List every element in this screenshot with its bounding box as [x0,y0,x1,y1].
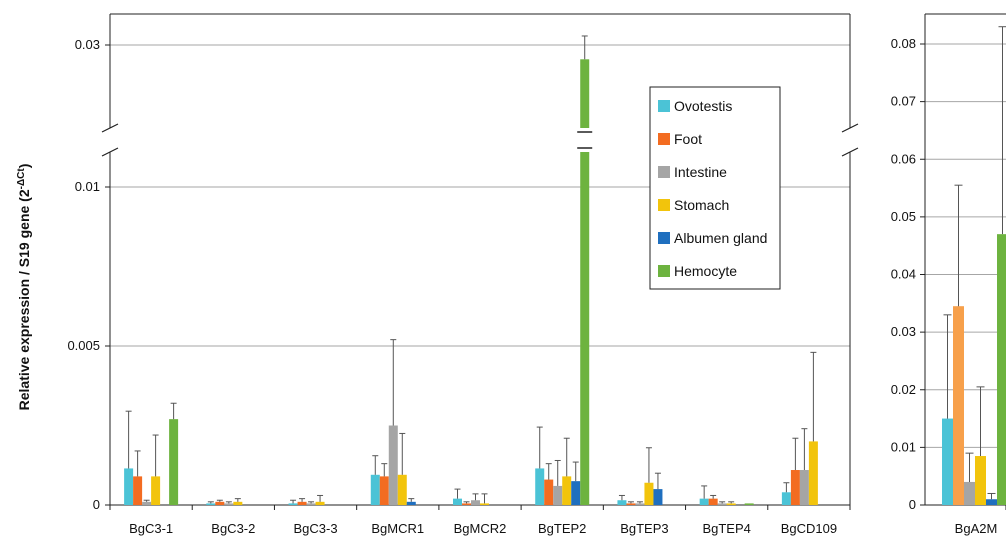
legend-label-5: Hemocyte [674,263,737,279]
right-bar-4 [986,499,997,505]
axis-break-left-mask [94,129,126,151]
bar-2-5 [553,485,563,505]
legend-label-4: Albumen gland [674,230,767,246]
bar-0-2 [288,503,298,505]
bar-0-7 [699,498,709,505]
bar-3-2 [315,501,325,505]
bar-0-1 [206,503,216,505]
legend-box [649,86,781,290]
bar-3-8 [808,441,818,505]
bar-0-4 [453,498,462,505]
right-x-tick-label-0: BgA2M [955,521,998,536]
bar-1-6 [626,503,636,505]
bar-0-5 [535,468,545,505]
right-y-tick-label-5: 0.05 [891,209,916,224]
legend-label-0: Ovotestis [674,98,732,114]
bar-3-4 [480,503,489,505]
bar-3-1 [233,501,243,505]
x-tick-label-4: BgMCR2 [454,521,507,536]
bar-3-3 [397,474,407,505]
bar-4-5 [571,481,581,505]
axis-break-left-mark-lower [101,147,119,157]
y-tick-label-3: 0.03 [75,37,100,52]
bar-4-6 [653,489,663,505]
axis-break-right-mark-lower [841,147,859,157]
bar-2-8 [799,470,809,505]
bar-2-7 [717,503,727,505]
legend-label-2: Intestine [674,164,727,180]
right-y-tick-label-2: 0.02 [891,382,916,397]
bar-5-7 [744,503,754,505]
bar-2-4 [471,500,480,505]
x-tick-label-1: BgC3-2 [211,521,255,536]
right-y-tick-label-0: 0 [909,497,916,512]
y-axis-title-main: Relative expression / S19 gene (2 [16,189,32,410]
bar-5-5-upper [580,59,590,128]
bar-0-3 [370,474,380,505]
legend-swatch-2 [658,166,670,178]
bar-2-2 [306,503,316,505]
right-y-tick-label-7: 0.07 [891,94,916,109]
right-y-tick-label-4: 0.04 [891,267,916,282]
y-tick-label-2: 0.01 [75,179,100,194]
bar-1-0 [133,476,143,505]
right-y-tick-label-6: 0.06 [891,151,916,166]
bar-1-4 [462,503,471,505]
bar-0-8 [781,492,791,505]
legend-swatch-4 [658,232,670,244]
x-tick-label-2: BgC3-3 [294,521,338,536]
x-tick-label-3: BgMCR1 [371,521,424,536]
x-tick-label-8: BgCD109 [781,521,837,536]
legend-swatch-5 [658,265,670,277]
right-bar-2 [964,481,975,505]
right-y-tick-label-8: 0.08 [891,36,916,51]
legend-swatch-0 [658,100,670,112]
bar-2-6 [635,503,645,505]
bar-5-5-lower [580,152,590,505]
bar-0-6 [617,500,627,505]
legend-swatch-1 [658,133,670,145]
left-chart: 0 0.005 0.01 0.03 BgC3-1 BgC3-2 BgC3-3 BgMCR1 Bg… [67,13,866,536]
bar-3-7 [726,503,736,505]
right-bar-0 [942,418,953,505]
bar-0-0 [124,468,134,505]
x-tick-label-7: BgTEP4 [702,521,750,536]
axis-break-left-mark-upper [101,123,119,133]
x-tick-label-5: BgTEP2 [538,521,586,536]
bar-1-7 [708,498,718,505]
right-chart: 0 0.01 0.02 0.03 0.04 0.05 0.06 0.07 0.08 BgA2M [891,13,1006,536]
y-axis-title-close: ) [16,164,32,169]
bar-3-5 [562,476,572,505]
bar-2-0 [142,501,152,505]
bar-2-1 [224,503,234,505]
y-tick-label-1: 0.005 [67,338,100,353]
bar-1-1 [215,501,225,505]
right-bar-5 [997,234,1006,505]
legend-swatch-3 [658,199,670,211]
x-tick-label-6: BgTEP3 [620,521,668,536]
right-bar-3 [975,456,986,505]
bar-1-3 [379,476,389,505]
axis-break-right-mask [834,129,866,151]
y-axis-title-superscript: -ΔCt [16,168,27,190]
bar-1-5 [544,479,554,505]
right-y-tick-label-1: 0.01 [891,439,916,454]
bar-3-0 [151,476,161,505]
bar-1-8 [790,470,800,505]
legend: Ovotestis Foot Intestine Stomach Albumen gla… [649,86,781,290]
axis-break-right-mark-upper [841,123,859,133]
bar-4-3 [406,501,416,505]
bar-5-0 [169,419,179,505]
x-tick-label-0: BgC3-1 [129,521,173,536]
right-y-tick-label-3: 0.03 [891,324,916,339]
legend-label-1: Foot [674,131,702,147]
bar-1-2 [297,501,307,505]
bar-3-6 [644,482,654,505]
y-tick-label-0: 0 [93,497,100,512]
right-bar-1 [953,306,964,505]
legend-label-3: Stomach [674,197,729,213]
bar-2-3 [388,425,398,505]
y-axis-title: Relative expression / S19 gene (2-ΔCt) [16,164,33,411]
